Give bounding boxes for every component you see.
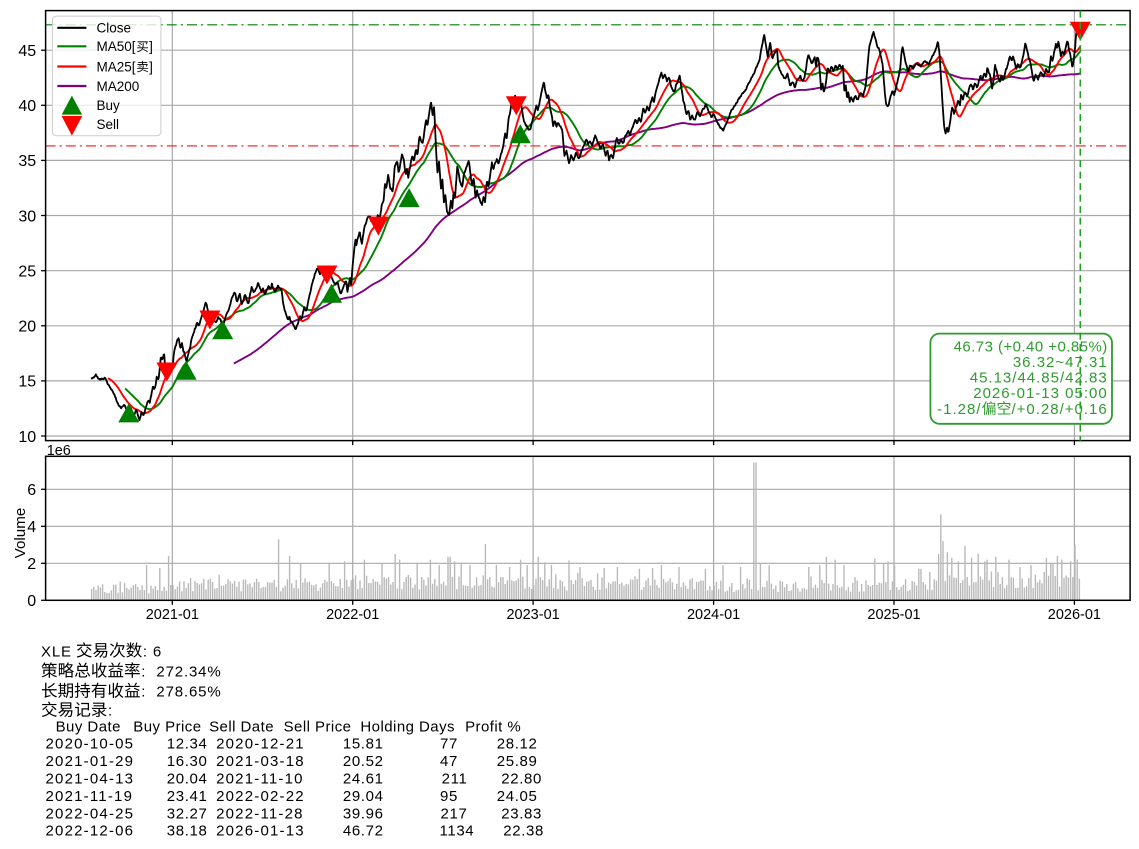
svg-text:2025-01: 2025-01	[867, 607, 920, 623]
svg-text:46.72: 46.72	[343, 823, 384, 840]
svg-text:46.73 (+0.40 +0.85%): 46.73 (+0.40 +0.85%)	[954, 338, 1108, 355]
svg-text:]: ]	[149, 59, 153, 74]
svg-text:Close: Close	[97, 21, 132, 36]
svg-text:Sell: Sell	[97, 117, 120, 132]
svg-text:211: 211	[442, 771, 468, 788]
svg-text:2020-12-21: 2020-12-21	[216, 736, 305, 753]
svg-text:29.04: 29.04	[343, 788, 384, 805]
svg-text::: :	[141, 663, 146, 680]
svg-text:2021-11-19: 2021-11-19	[46, 788, 134, 805]
svg-text:]: ]	[149, 39, 153, 54]
svg-text:40: 40	[18, 98, 36, 115]
svg-text:20.52: 20.52	[343, 753, 384, 770]
svg-text:2026-01-13 05:00: 2026-01-13 05:00	[973, 385, 1107, 402]
svg-text:2021-03-18: 2021-03-18	[216, 753, 305, 770]
svg-text:15: 15	[18, 374, 36, 391]
svg-text:278.65%: 278.65%	[156, 684, 221, 701]
svg-text:30: 30	[18, 208, 36, 225]
svg-text:2022-11-28: 2022-11-28	[216, 805, 304, 822]
svg-text:2023-01: 2023-01	[506, 607, 559, 623]
svg-text:38.18: 38.18	[167, 823, 208, 840]
svg-text:15.81: 15.81	[343, 736, 384, 753]
svg-text:Holding Days: Holding Days	[360, 719, 455, 736]
svg-text:Profit %: Profit %	[465, 719, 521, 736]
svg-text:45.13/44.85/42.83: 45.13/44.85/42.83	[970, 370, 1108, 387]
svg-text:MA50[: MA50[	[97, 39, 136, 54]
svg-text:10: 10	[18, 429, 36, 446]
svg-text:45: 45	[18, 43, 36, 60]
svg-text:25.89: 25.89	[497, 753, 538, 770]
svg-text:25: 25	[18, 264, 36, 281]
svg-text:-1.28/: -1.28/	[937, 401, 981, 418]
svg-text::: :	[108, 703, 113, 720]
svg-text:217: 217	[441, 805, 468, 822]
svg-text:32.27: 32.27	[167, 805, 208, 822]
svg-text:2022-12-06: 2022-12-06	[46, 823, 135, 840]
svg-text:MA200: MA200	[97, 79, 140, 94]
svg-text:20.04: 20.04	[167, 771, 208, 788]
svg-text:2022-01: 2022-01	[326, 607, 379, 623]
svg-text:XLE: XLE	[41, 643, 72, 660]
svg-text:272.34%: 272.34%	[156, 663, 221, 680]
svg-text:Sell Price: Sell Price	[284, 719, 352, 736]
svg-text:1134: 1134	[439, 823, 474, 840]
svg-text:4: 4	[27, 519, 36, 536]
svg-text:0: 0	[27, 593, 36, 610]
svg-text:47: 47	[440, 753, 458, 770]
svg-text:MA25[: MA25[	[97, 59, 136, 74]
svg-text:2021-01-29: 2021-01-29	[46, 753, 135, 770]
svg-text:2: 2	[27, 556, 36, 573]
svg-text:/+0.28/+0.16: /+0.28/+0.16	[1012, 401, 1108, 418]
svg-text:22.38: 22.38	[503, 823, 544, 840]
svg-text:36.32~47.31: 36.32~47.31	[1013, 354, 1108, 371]
svg-text:Buy Date: Buy Date	[56, 719, 121, 736]
svg-text:Buy: Buy	[97, 98, 121, 113]
svg-text:2024-01: 2024-01	[687, 607, 740, 623]
svg-text:2021-04-13: 2021-04-13	[46, 771, 135, 788]
svg-text:: 6: : 6	[143, 643, 162, 660]
svg-text:77: 77	[440, 736, 458, 753]
svg-text:2026-01-13: 2026-01-13	[216, 823, 305, 840]
svg-text:2022-04-25: 2022-04-25	[46, 805, 135, 822]
svg-text:16.30: 16.30	[167, 753, 208, 770]
svg-text:2026-01: 2026-01	[1048, 607, 1101, 623]
svg-text:2020-10-05: 2020-10-05	[46, 736, 135, 753]
svg-text:24.05: 24.05	[497, 788, 538, 805]
svg-text:23.83: 23.83	[501, 805, 542, 822]
svg-text:2021-01: 2021-01	[146, 607, 199, 623]
svg-text:22.80: 22.80	[501, 771, 542, 788]
svg-text::: :	[141, 684, 146, 701]
svg-text:12.34: 12.34	[167, 736, 208, 753]
svg-text:Buy Price: Buy Price	[133, 719, 201, 736]
svg-text:23.41: 23.41	[167, 788, 208, 805]
svg-text:35: 35	[18, 153, 36, 170]
svg-text:39.96: 39.96	[343, 805, 384, 822]
svg-text:2021-11-10: 2021-11-10	[216, 771, 304, 788]
svg-text:6: 6	[27, 482, 36, 499]
svg-text:Sell Date: Sell Date	[209, 719, 274, 736]
svg-text:2022-02-22: 2022-02-22	[216, 788, 305, 805]
svg-text:Volume: Volume	[12, 508, 29, 559]
svg-text:95: 95	[440, 788, 458, 805]
svg-text:1e6: 1e6	[47, 443, 71, 459]
svg-text:20: 20	[18, 319, 36, 336]
svg-text:28.12: 28.12	[497, 736, 538, 753]
svg-text:24.61: 24.61	[343, 771, 384, 788]
